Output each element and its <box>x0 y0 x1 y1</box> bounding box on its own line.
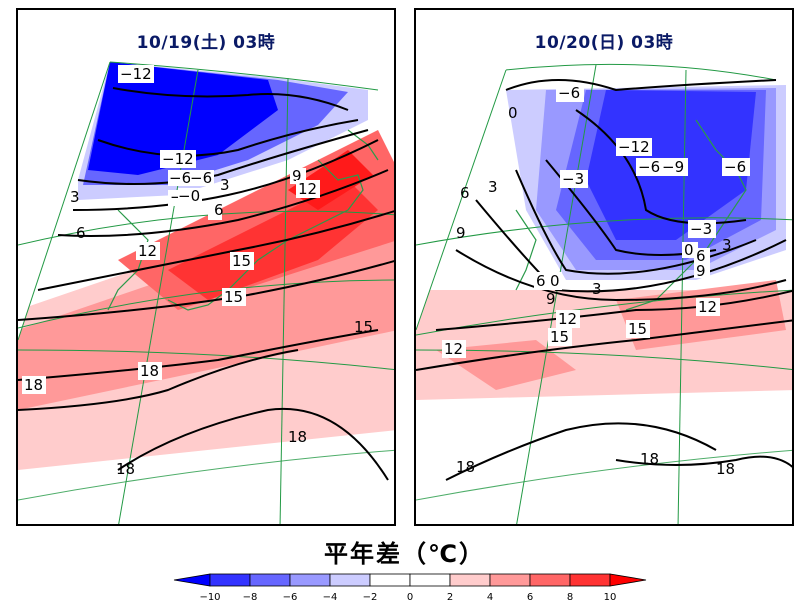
contour-label: 18 <box>140 362 159 380</box>
colorbar-segment <box>409 573 451 587</box>
contour-label: −9 <box>662 158 684 176</box>
colorbar-tick-label: 10 <box>604 592 617 603</box>
colorbar-tick-label: −6 <box>283 592 298 603</box>
contour-label: 0 <box>508 104 518 122</box>
contour-label: 0 <box>550 272 560 290</box>
contour-labels: 0 −6 −12 −6 −9 −6 −3 −3 0 3 6 9 6 9 12 <box>442 84 750 478</box>
contour-label: 6 <box>460 184 470 202</box>
colorbar-segment <box>449 573 491 587</box>
contour-label: 15 <box>232 252 251 270</box>
colorbar-segment <box>209 573 251 587</box>
map-panel-left: −12 −12 −6 −6 −3 −0 3 6 9 12 12 15 15 15 <box>16 8 396 526</box>
outside-projection <box>416 10 792 330</box>
colorbar-segment <box>329 573 371 587</box>
colorbar-segment <box>529 573 571 587</box>
panel-title-left: 10/19(土) 03時 <box>136 33 276 53</box>
graticule <box>18 61 394 524</box>
colorbar-segments <box>173 573 647 587</box>
contour-label: 18 <box>24 376 43 394</box>
contour-label: −6 <box>190 169 212 187</box>
contour-label: 3 <box>592 280 602 298</box>
contour-label: 12 <box>444 340 463 358</box>
contour-label: 12 <box>138 242 157 260</box>
colorbar: −10 −8 −6 −4 −2 0 2 4 6 8 10 <box>173 573 647 603</box>
contour-label: 6 <box>214 201 224 219</box>
isotherms <box>18 87 394 481</box>
colorbar-tick-label: −8 <box>243 592 258 603</box>
contour-label: 6 <box>76 224 86 242</box>
colorbar-segment <box>289 573 331 587</box>
colorbar-extend-low <box>173 573 211 587</box>
contour-label: 18 <box>456 458 475 476</box>
contour-label: 3 <box>488 178 498 196</box>
panel-title-right: 10/20(日) 03時 <box>534 33 674 53</box>
contour-label: −6 <box>724 158 746 176</box>
coastline <box>515 119 747 311</box>
colorbar-extend-high <box>609 573 647 587</box>
contour-label: 9 <box>546 290 556 308</box>
colorbar-tick-label: −2 <box>363 592 378 603</box>
contour-label: −12 <box>120 65 152 83</box>
graticule <box>416 63 792 524</box>
contour-label: −6 <box>169 169 191 187</box>
contour-label: 3 <box>220 176 230 194</box>
legend-title: 平年差（℃） <box>323 540 486 568</box>
contour-label: −3 <box>690 220 712 238</box>
contour-label: −3 <box>562 170 584 188</box>
colorbar-tick-label: 8 <box>567 592 573 603</box>
isotherms <box>416 79 792 481</box>
contour-label: 9 <box>696 262 706 280</box>
colorbar-segment <box>489 573 531 587</box>
contour-label: 15 <box>354 318 373 336</box>
contour-label: −12 <box>618 138 650 156</box>
colorbar-tick-label: −4 <box>323 592 338 603</box>
colorbar-segment <box>369 573 411 587</box>
colorbar-tick-label: −10 <box>199 592 220 603</box>
contour-label: 6 <box>696 247 706 265</box>
contour-label: 12 <box>698 298 717 316</box>
contour-labels: −12 −12 −6 −6 −3 −0 3 6 9 12 12 15 15 15 <box>22 65 373 478</box>
contour-label: 18 <box>640 450 659 468</box>
colorbar-segment <box>249 573 291 587</box>
contour-label: 12 <box>298 180 317 198</box>
contour-label: −0 <box>178 187 200 205</box>
contour-label: 9 <box>292 167 302 185</box>
colorbar-tick-label: 4 <box>487 592 493 603</box>
colorbar-tick-label: 6 <box>527 592 533 603</box>
contour-label: 3 <box>722 236 732 254</box>
contour-label: −12 <box>162 150 194 168</box>
contour-label: 18 <box>288 428 307 446</box>
colorbar-ticks: −10 −8 −6 −4 −2 0 2 4 6 8 10 <box>199 592 616 603</box>
contour-label: 15 <box>550 328 569 346</box>
contour-label: −6 <box>558 84 580 102</box>
contour-label: 0 <box>684 241 694 259</box>
anomaly-fill-positive <box>168 180 378 300</box>
contour-label: 15 <box>224 288 243 306</box>
colorbar-segment <box>569 573 611 587</box>
temperature-anomaly-map-right: 0 −6 −12 −6 −9 −6 −3 −3 0 3 6 9 6 9 12 <box>416 10 792 524</box>
colorbar-tick-label: 2 <box>447 592 453 603</box>
contour-label: −6 <box>638 158 660 176</box>
contour-label: 12 <box>558 310 577 328</box>
contour-label: 15 <box>628 320 647 338</box>
contour-label: 6 <box>536 272 546 290</box>
outside-projection <box>18 10 394 340</box>
contour-label: 9 <box>456 224 466 242</box>
anomaly-fill-negative <box>88 62 278 175</box>
contour-label: 18 <box>716 460 735 478</box>
map-panel-right: 0 −6 −12 −6 −9 −6 −3 −3 0 3 6 9 6 9 12 <box>414 8 794 526</box>
colorbar-tick-label: 0 <box>407 592 413 603</box>
contour-label: 18 <box>116 460 135 478</box>
temperature-anomaly-map-left: −12 −12 −6 −6 −3 −0 3 6 9 12 12 15 15 15 <box>18 10 394 524</box>
contour-label: 3 <box>70 188 80 206</box>
